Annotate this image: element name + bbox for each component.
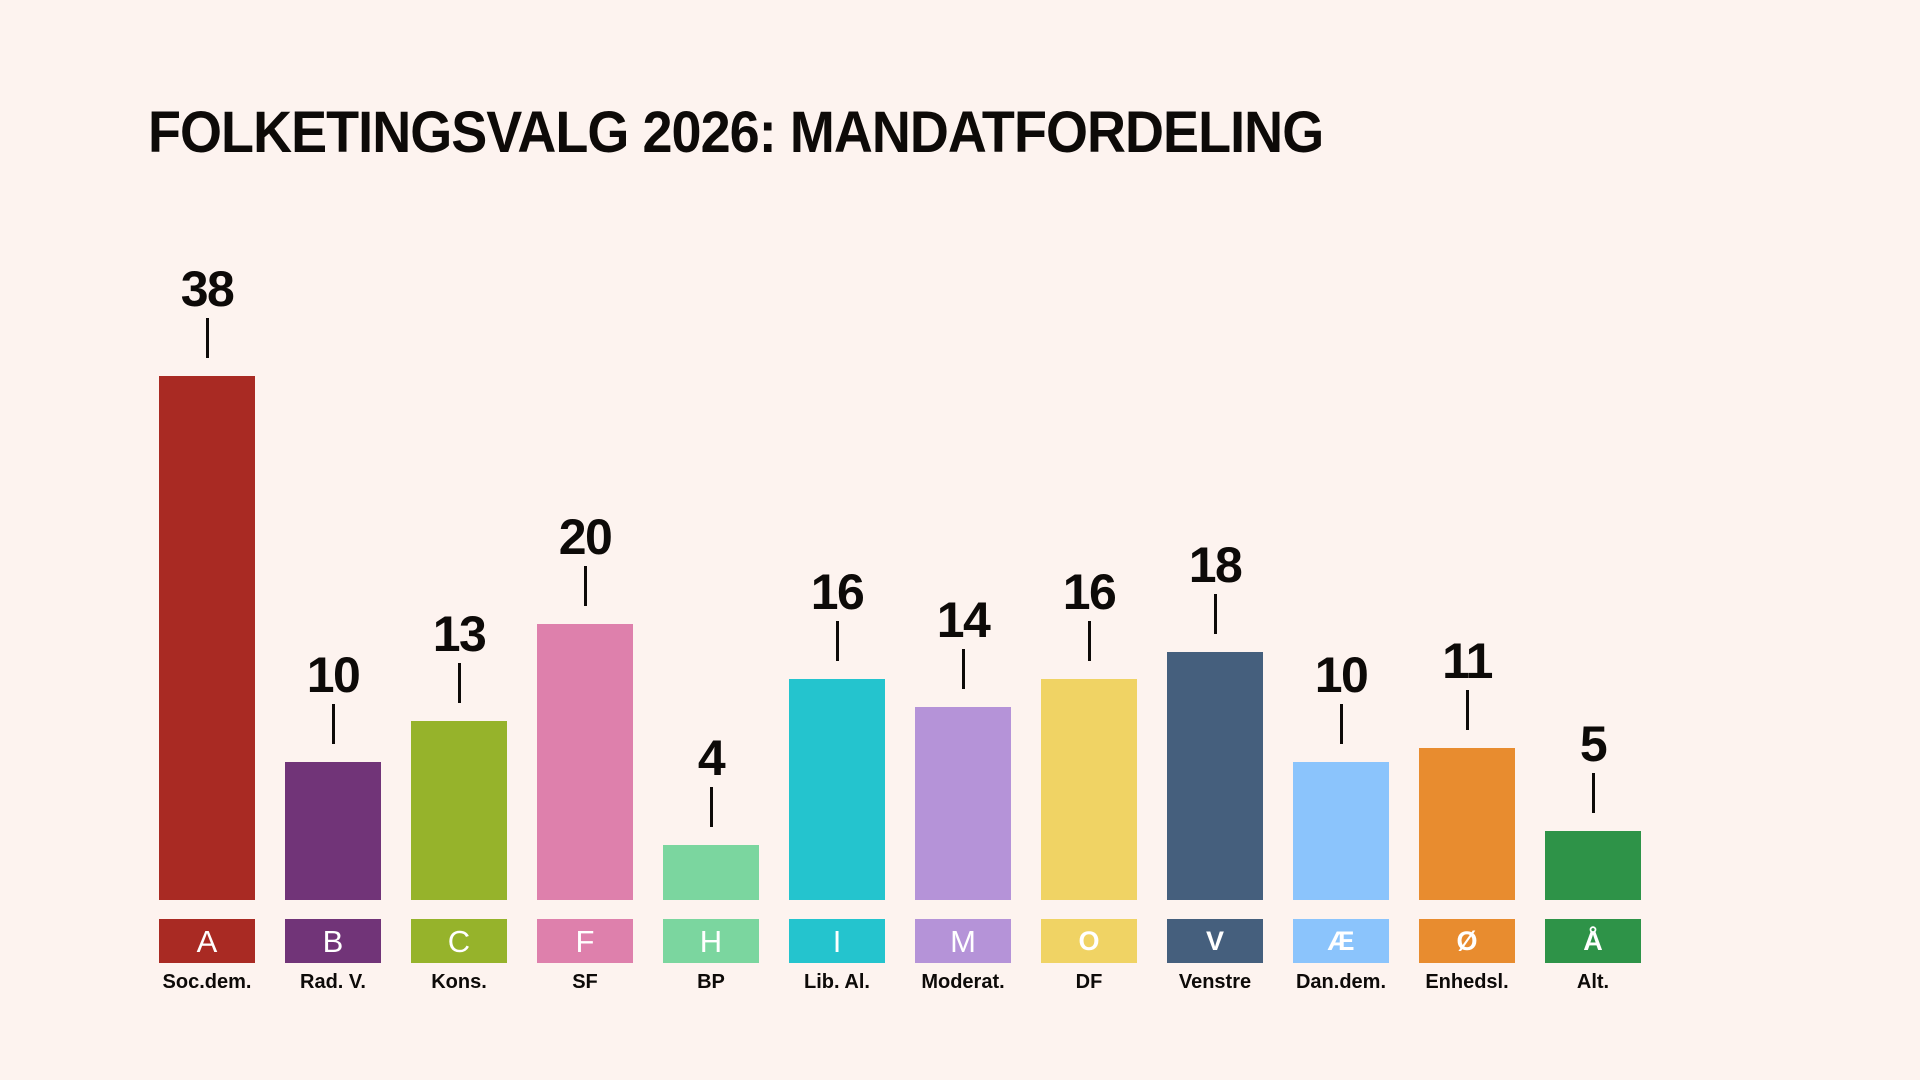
seat-count-label: 10 — [1314, 647, 1369, 703]
seat-count-label: 16 — [1062, 564, 1117, 620]
seat-count-label: 13 — [432, 606, 487, 662]
seat-bar — [411, 721, 507, 900]
party-letter-box: Æ — [1293, 919, 1389, 963]
seat-bar — [1293, 762, 1389, 900]
party-letter: V — [1205, 925, 1224, 956]
party-letter: O — [1078, 925, 1100, 956]
party-name-label: BP — [697, 971, 725, 993]
party-column: 20 F SF — [537, 0, 633, 1080]
party-name-label: Venstre — [1178, 971, 1252, 993]
callout-line — [961, 649, 965, 689]
party-letter-box: B — [285, 919, 381, 963]
seat-count-label: 38 — [180, 261, 235, 317]
bar-chart: 38 A Soc.dem. 10 B Rad. V. 13 C Kons. 20 F SF 4 H BP 16… — [159, 0, 1641, 1080]
chart-title: FOLKETINGSVALG 2026: MANDATFORDELING — [148, 100, 1324, 165]
seat-count-label: 18 — [1188, 537, 1243, 593]
party-letter-box: Å — [1545, 919, 1641, 963]
party-column: 38 A Soc.dem. — [159, 0, 255, 1080]
seat-count-label: 14 — [936, 592, 991, 648]
party-letter-box: A — [159, 919, 255, 963]
party-column: 18 V Venstre — [1167, 0, 1263, 1080]
seat-bar — [915, 707, 1011, 900]
callout-line — [331, 704, 335, 744]
party-letter: Å — [1583, 925, 1603, 956]
party-column: 16 O DF — [1041, 0, 1137, 1080]
party-letter: B — [322, 923, 344, 959]
party-name-label: Kons. — [431, 971, 487, 993]
seat-count-label: 5 — [1579, 716, 1608, 772]
seat-bar — [789, 679, 885, 900]
callout-line — [457, 663, 461, 703]
party-column: 14 M Moderat. — [915, 0, 1011, 1080]
callout-line — [205, 318, 209, 358]
seat-count-label: 4 — [697, 730, 726, 786]
party-letter-box: M — [915, 919, 1011, 963]
party-letter: H — [699, 923, 723, 959]
party-column: 5 Å Alt. — [1545, 0, 1641, 1080]
party-letter: C — [447, 923, 471, 959]
party-letter: F — [575, 923, 595, 959]
party-name-label: DF — [1075, 971, 1103, 993]
party-letter-box: F — [537, 919, 633, 963]
seat-bar — [1167, 652, 1263, 900]
party-letter-box: V — [1167, 919, 1263, 963]
seat-bar — [1545, 831, 1641, 900]
party-column: 16 I Lib. Al. — [789, 0, 885, 1080]
seat-bar — [663, 845, 759, 900]
seat-bar — [159, 376, 255, 900]
party-name-label: Soc.dem. — [162, 971, 252, 993]
seat-count-label: 10 — [306, 647, 361, 703]
seat-count-label: 11 — [1442, 633, 1493, 689]
seat-count-label: 20 — [558, 509, 613, 565]
party-name-label: Enhedsl. — [1425, 971, 1509, 993]
party-letter-box: C — [411, 919, 507, 963]
party-column: 10 Æ Dan.dem. — [1293, 0, 1389, 1080]
party-letter: A — [196, 923, 218, 959]
party-name-label: SF — [572, 971, 598, 993]
party-name-label: Dan.dem. — [1295, 971, 1387, 993]
party-column: 11 Ø Enhedsl. — [1419, 0, 1515, 1080]
party-letter: Ø — [1456, 925, 1478, 956]
party-column: 10 B Rad. V. — [285, 0, 381, 1080]
seat-bar — [1041, 679, 1137, 900]
party-name-label: Rad. V. — [300, 971, 366, 993]
callout-line — [583, 566, 587, 606]
seat-bar — [537, 624, 633, 900]
callout-line — [1087, 621, 1091, 661]
party-column: 4 H BP — [663, 0, 759, 1080]
callout-line — [1465, 690, 1469, 730]
party-letter: I — [832, 923, 842, 959]
party-letter-box: I — [789, 919, 885, 963]
party-letter: Æ — [1327, 925, 1355, 956]
seat-count-label: 16 — [810, 564, 865, 620]
party-name-label: Moderat. — [921, 971, 1005, 993]
callout-line — [1339, 704, 1343, 744]
party-letter: M — [950, 923, 976, 959]
party-letter-box: O — [1041, 919, 1137, 963]
callout-line — [835, 621, 839, 661]
callout-line — [709, 787, 713, 827]
callout-line — [1591, 773, 1595, 813]
party-name-label: Lib. Al. — [804, 971, 870, 993]
party-name-label: Alt. — [1576, 971, 1610, 993]
party-letter-box: Ø — [1419, 919, 1515, 963]
callout-line — [1213, 594, 1217, 634]
seat-bar — [285, 762, 381, 900]
party-column: 13 C Kons. — [411, 0, 507, 1080]
party-letter-box: H — [663, 919, 759, 963]
seat-bar — [1419, 748, 1515, 900]
